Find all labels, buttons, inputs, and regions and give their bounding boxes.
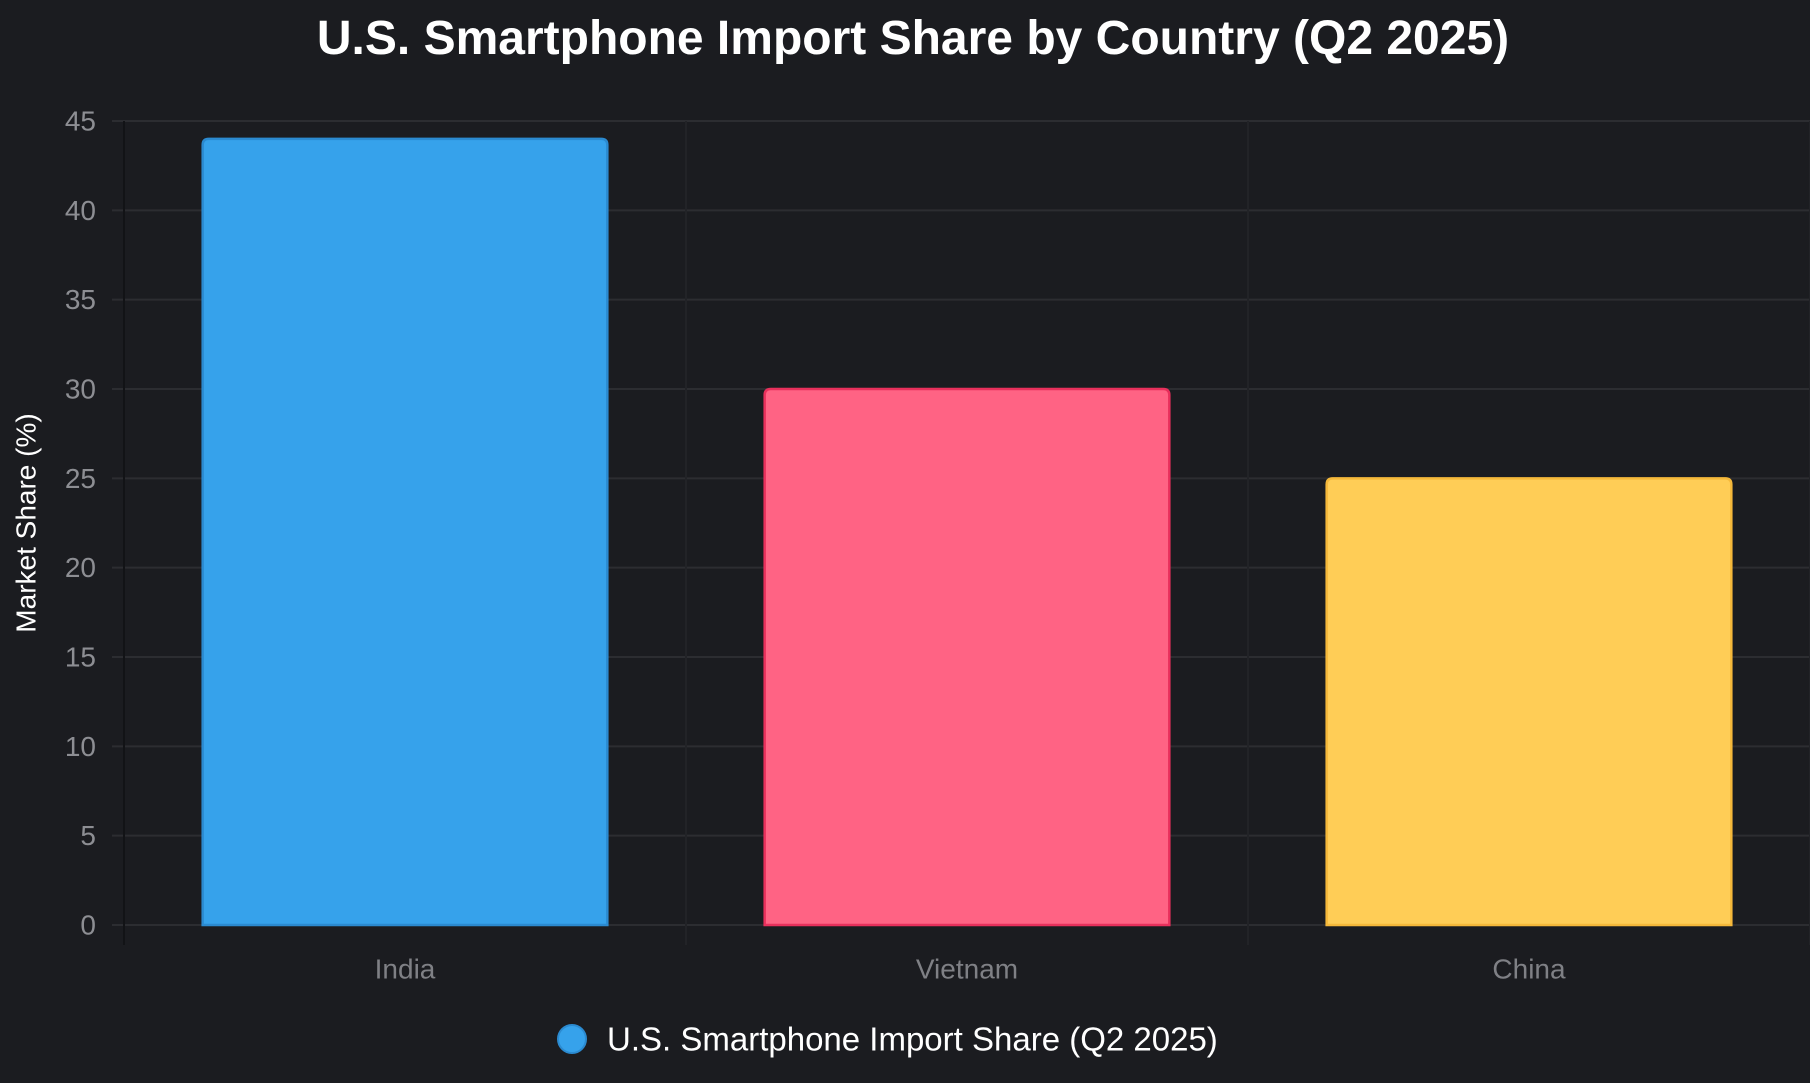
x-tick-labels: India Vietnam China bbox=[375, 954, 1566, 985]
legend-label[interactable]: U.S. Smartphone Import Share (Q2 2025) bbox=[607, 1021, 1218, 1058]
legend[interactable]: U.S. Smartphone Import Share (Q2 2025) bbox=[557, 1021, 1218, 1058]
bar-india[interactable] bbox=[201, 137, 609, 927]
y-axis-title: Market Share (%) bbox=[11, 413, 42, 632]
y-tick-label: 5 bbox=[80, 820, 96, 851]
bars bbox=[201, 137, 1733, 927]
x-tick-label: India bbox=[375, 954, 436, 985]
legend-swatch[interactable] bbox=[557, 1024, 587, 1054]
y-tick-label: 45 bbox=[65, 106, 96, 137]
x-tick-label: China bbox=[1492, 954, 1566, 985]
y-tick-label: 20 bbox=[65, 552, 96, 583]
y-tick-label: 35 bbox=[65, 284, 96, 315]
y-tick-label: 15 bbox=[65, 642, 96, 673]
bar-china[interactable] bbox=[1325, 477, 1733, 927]
y-tick-labels: 0 5 10 15 20 25 30 35 40 45 bbox=[65, 106, 96, 941]
bar-vietnam[interactable] bbox=[763, 387, 1171, 927]
y-tick-label: 25 bbox=[65, 463, 96, 494]
y-tick-label: 0 bbox=[80, 910, 96, 941]
y-tick-label: 40 bbox=[65, 195, 96, 226]
x-tick-label: Vietnam bbox=[916, 954, 1018, 985]
chart-title: U.S. Smartphone Import Share by Country … bbox=[316, 12, 1510, 65]
y-tick-label: 30 bbox=[65, 374, 96, 405]
y-tick-label: 10 bbox=[65, 731, 96, 762]
